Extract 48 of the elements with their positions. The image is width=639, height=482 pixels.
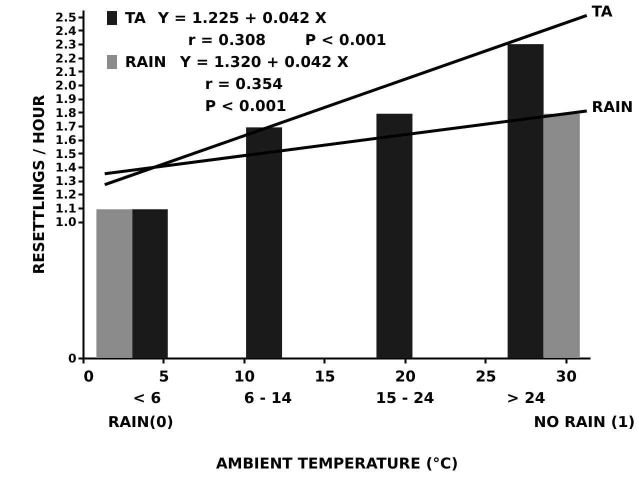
annotation: P < 0.001 <box>205 97 286 115</box>
text: 6 - 14 <box>244 389 292 407</box>
x-tick-label: 30 <box>556 368 577 386</box>
text: RAIN(0) <box>108 413 174 431</box>
x-axis-title: AMBIENT TEMPERATURE (°C) <box>216 454 458 472</box>
y-tick-label: 2.4 <box>55 24 76 38</box>
y-tick-label: 2.5 <box>55 10 76 24</box>
x-tick-label: 0 <box>84 368 94 386</box>
y-tick-label: 2.1 <box>55 64 76 79</box>
bar <box>508 44 544 358</box>
y-tick-label: 1.4 <box>55 160 76 174</box>
legend-label: TA <box>125 9 146 27</box>
x-tick-label: 25 <box>475 368 496 386</box>
annotation: P < 0.001 <box>305 31 386 49</box>
y-tick-label: 1.7 <box>55 120 76 134</box>
y-tick-label: 0 <box>68 352 76 366</box>
annotation: r = 0.354 <box>205 75 283 93</box>
text: NO RAIN (1) <box>534 413 635 431</box>
y-tick-label: 2.0 <box>55 78 76 93</box>
bar <box>544 114 580 358</box>
x-tick-label: 10 <box>234 368 255 386</box>
annotation: r = 0.308 <box>188 31 266 49</box>
y-tick-label: 1.2 <box>55 188 76 202</box>
y-tick-label: 1.8 <box>55 106 76 120</box>
y-tick-label: 1.9 <box>55 92 76 106</box>
x-tick-label: 5 <box>158 368 170 386</box>
series-label: RAIN <box>592 98 634 116</box>
legend-label: RAIN <box>125 53 166 71</box>
series-label: TA <box>592 2 613 20</box>
annotation: Y = 1.225 + 0.042 X <box>157 9 327 27</box>
bar <box>376 114 412 358</box>
y-axis-title: RESETTLINGS / HOUR <box>30 94 48 274</box>
y-tick-label: 2.2 <box>55 51 76 66</box>
y-tick-label: 1.0 <box>55 215 76 230</box>
y-tick-label: 2.3 <box>55 38 76 52</box>
bar <box>96 209 132 358</box>
annotation: Y = 1.320 + 0.042 X <box>179 53 349 71</box>
text: < 6 <box>132 389 162 407</box>
bar <box>246 127 282 358</box>
text: > 24 <box>506 389 546 407</box>
y-tick-label: 1.3 <box>55 174 76 188</box>
y-tick-label: 1.5 <box>55 146 76 161</box>
x-tick-label: 15 <box>314 368 336 386</box>
bar <box>132 209 168 358</box>
text: 15 - 24 <box>376 389 434 407</box>
y-tick-label: 1.1 <box>55 201 76 216</box>
x-tick-label: 20 <box>394 368 416 386</box>
y-tick-label: 1.6 <box>55 133 76 148</box>
